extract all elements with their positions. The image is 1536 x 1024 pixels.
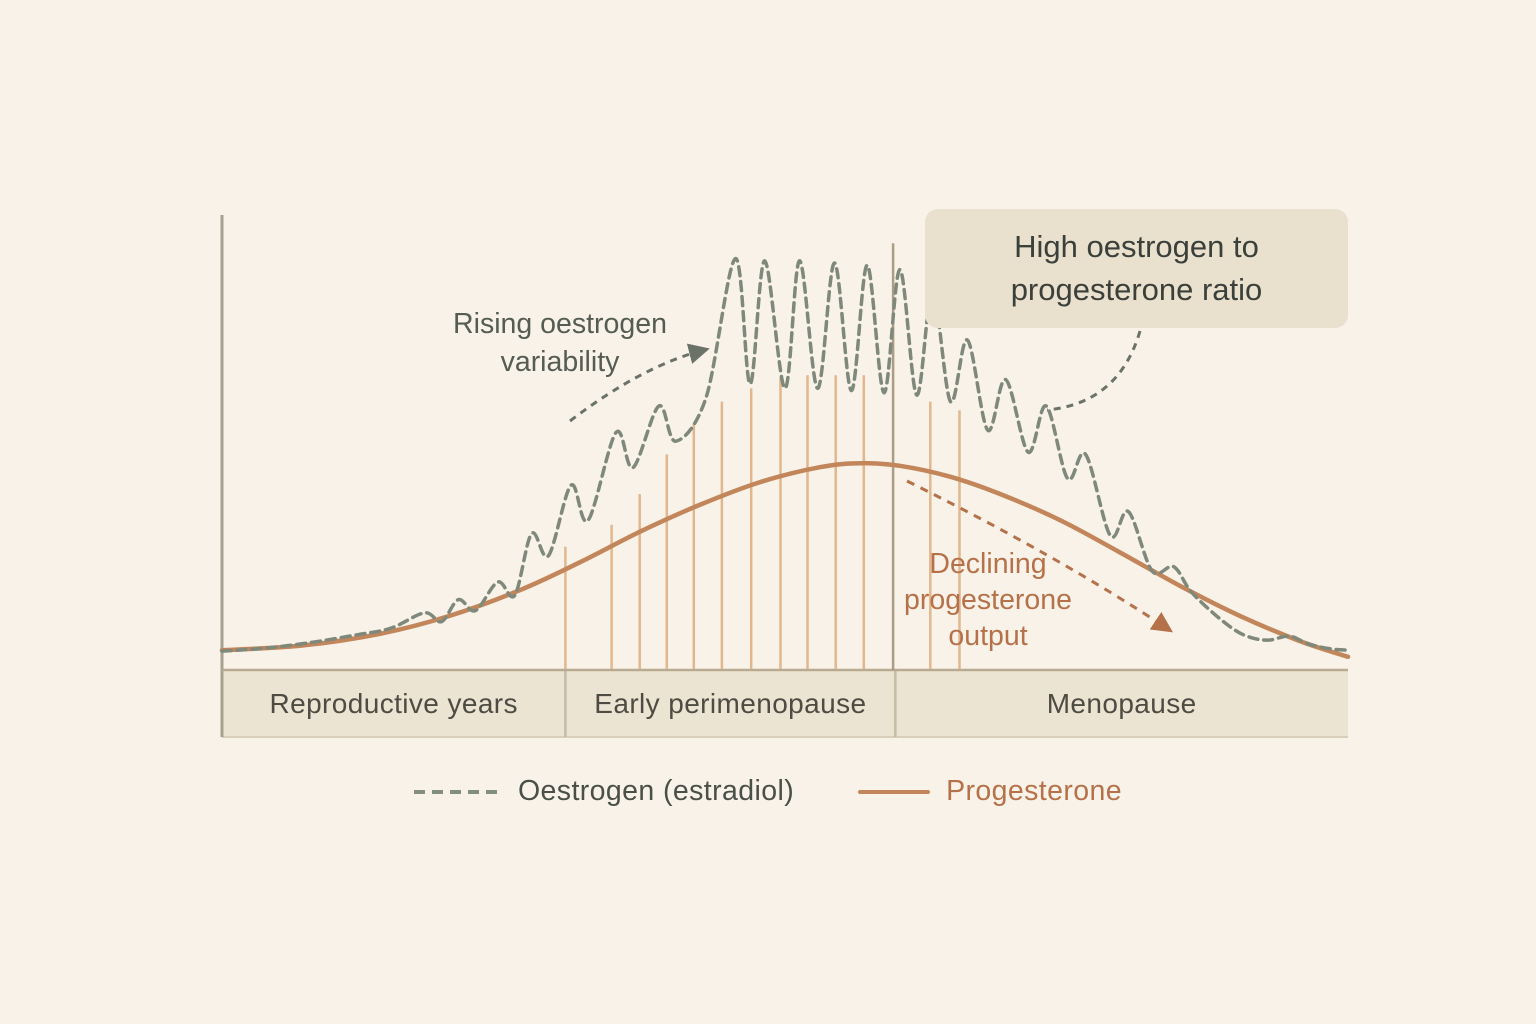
stage-label-menopause: Menopause (1046, 687, 1197, 719)
annotation-text-line: progesterone (904, 584, 1072, 617)
oestrogen-dashed-line-swatch (413, 789, 502, 794)
annotation-text-line: High oestrogen to (1014, 229, 1259, 265)
annotation-text-line: variability (500, 345, 620, 378)
annotation-text-line: Declining (929, 548, 1047, 580)
stage-label-reproductive-years: Reproductive years (269, 687, 518, 719)
annotation-text-line: progesterone ratio (1010, 271, 1263, 307)
legend-label-oestrogen: Oestrogen (estradiol) (517, 775, 795, 807)
progesterone-solid-line-swatch (858, 789, 931, 794)
stage-label-early-perimenopause: Early perimenopause (594, 687, 867, 719)
annotation-high-oestrogen-ratio-box: High oestrogen to progesterone ratio (925, 209, 1348, 328)
annotation-rising-oestrogen-variability: Rising oestrogen variability (428, 306, 692, 382)
annotation-text-line: output (948, 620, 1028, 653)
annotation-declining-progesterone: Declining progesterone output (876, 546, 1100, 655)
legend-item-progesterone: Progesterone (858, 775, 1122, 808)
legend-label-progesterone: Progesterone (946, 775, 1123, 807)
legend-item-oestrogen: Oestrogen (estradiol) (413, 775, 795, 808)
legend: Oestrogen (estradiol) Progesterone (0, 775, 1536, 808)
annotation-text-line: Rising oestrogen (453, 308, 667, 340)
